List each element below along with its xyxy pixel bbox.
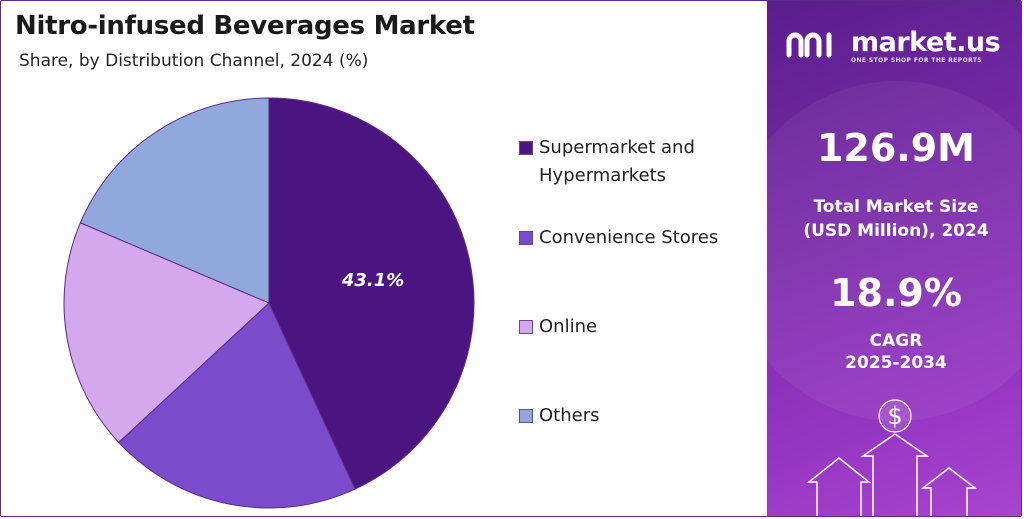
brand-tagline: ONE STOP SHOP FOR THE REPORTS bbox=[851, 57, 983, 64]
legend-label-others: Others bbox=[539, 405, 600, 426]
legend-label-supermarket: Supermarket and Hypermarkets bbox=[539, 134, 695, 190]
arrow-up-right-icon bbox=[920, 467, 978, 516]
legend-swatch-supermarket bbox=[519, 141, 533, 155]
legend-item-convenience: Convenience Stores bbox=[519, 224, 718, 252]
legend-label-convenience: Convenience Stores bbox=[539, 227, 719, 248]
dollar-circle-icon bbox=[878, 399, 912, 433]
chart-panel: Nitro-infused Beverages Market Share, by… bbox=[1, 1, 767, 516]
legend-swatch-others bbox=[519, 409, 533, 423]
pie-label-supermarket: 43.1% bbox=[341, 270, 404, 291]
market-size-label-line2: (USD Million), 2024 bbox=[803, 221, 989, 241]
pie-chart: 43.1% bbox=[63, 97, 475, 509]
market-size-label-line1: Total Market Size bbox=[813, 197, 979, 217]
market-size-value: 126.9M bbox=[816, 126, 975, 170]
legend-swatch-convenience bbox=[519, 231, 533, 245]
legend-label-supermarket-line1: Supermarket and bbox=[539, 137, 695, 158]
brand-logo: market.us ONE STOP SHOP FOR THE REPORTS bbox=[785, 27, 1015, 67]
pie-slice-online bbox=[63, 222, 270, 444]
cagr-value: 18.9% bbox=[830, 271, 962, 315]
brand-name: market.us bbox=[851, 27, 1001, 58]
legend-item-others: Others bbox=[519, 402, 600, 430]
pie-slice-others bbox=[79, 97, 270, 304]
legend-item-supermarket: Supermarket and Hypermarkets bbox=[519, 134, 695, 190]
pie-slice-supermarket bbox=[268, 97, 475, 490]
pie-slice-convenience bbox=[117, 302, 356, 509]
chart-subtitle: Share, by Distribution Channel, 2024 (%) bbox=[19, 51, 369, 71]
legend-item-online: Online bbox=[519, 313, 597, 341]
legend-label-supermarket-line2: Hypermarkets bbox=[539, 165, 667, 186]
legend-label-online: Online bbox=[539, 316, 598, 337]
legend-swatch-online bbox=[519, 320, 533, 334]
stats-sidebar: market.us ONE STOP SHOP FOR THE REPORTS … bbox=[767, 1, 1021, 516]
market-us-logo-icon bbox=[786, 32, 832, 58]
arrow-up-center-icon bbox=[860, 433, 930, 516]
cagr-period: 2025-2034 bbox=[845, 353, 947, 373]
growth-arrows-icon: $ bbox=[807, 399, 978, 516]
cagr-label: CAGR bbox=[869, 331, 923, 351]
dollar-sign-icon: $ bbox=[887, 402, 902, 430]
arrow-up-left-icon bbox=[807, 457, 872, 516]
chart-title: Nitro-infused Beverages Market bbox=[15, 11, 475, 41]
